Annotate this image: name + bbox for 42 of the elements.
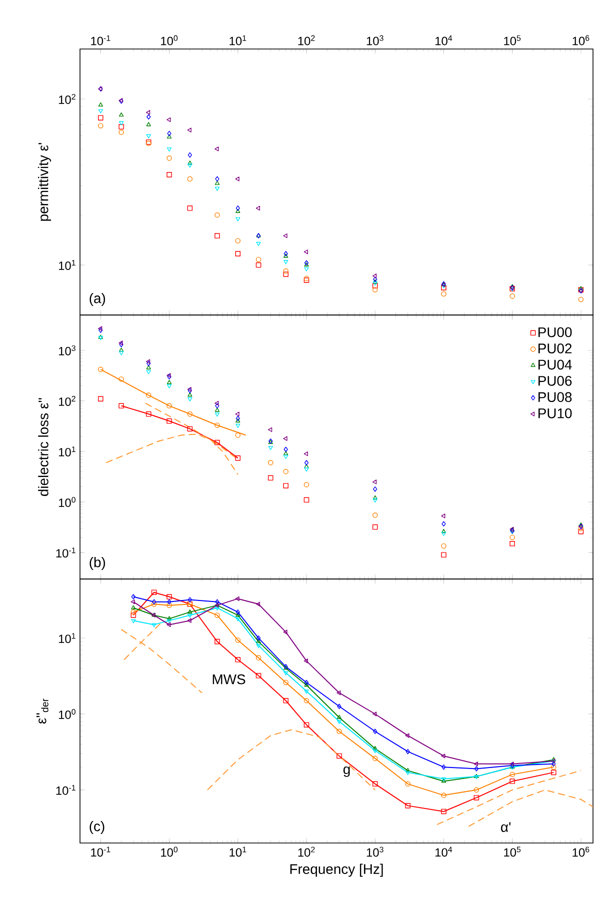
annotation: (a) <box>90 292 106 306</box>
x-tick-label: 10$^{1}$ <box>230 846 246 857</box>
x-tick-label: 10$^{-1}$ <box>91 35 110 46</box>
annotation: g <box>343 766 350 777</box>
x-tick-label: 10$^{3}$ <box>366 35 384 46</box>
y-axis-title: ε''$_{der}$ <box>36 698 48 724</box>
x-axis-title: Frequency [Hz] <box>290 864 383 877</box>
y-tick-label: 10$^{1}$ <box>58 260 76 270</box>
annotation: α' <box>501 822 510 832</box>
x-tick-label: 10$^{2}$ <box>298 846 315 857</box>
annotation: (b) <box>90 557 106 570</box>
x-tick-label: 10$^{6}$ <box>572 35 590 46</box>
y-axis-title: permittivity ε' <box>38 143 52 221</box>
x-tick-label: 10$^{6}$ <box>572 846 590 857</box>
x-tick-label: 10$^{-1}$ <box>91 846 110 857</box>
annotation: (c) <box>90 821 104 834</box>
legend-label: PU06 <box>538 376 572 386</box>
y-tick-label: 10$^{0}$ <box>58 708 76 719</box>
y-tick-label: 10$^{2}$ <box>58 94 76 104</box>
y-tick-label: 10$^{2}$ <box>58 396 76 406</box>
annotation: MWS <box>212 674 246 684</box>
y-tick-label: 10$^{1}$ <box>58 446 76 456</box>
legend-label: PU02 <box>538 344 572 354</box>
x-tick-label: 10$^{5}$ <box>504 35 521 46</box>
x-tick-label: 10$^{4}$ <box>435 35 452 46</box>
y-tick-label: 10$^{0}$ <box>58 496 76 508</box>
y-tick-label: 10$^{1}$ <box>58 633 76 644</box>
y-axis-title: dielectric loss ε'' <box>38 398 48 496</box>
x-tick-label: 10$^{3}$ <box>366 846 384 857</box>
x-tick-label: 10$^{2}$ <box>298 35 315 46</box>
x-tick-label: 10$^{0}$ <box>161 846 178 857</box>
y-tick-label: 10$^{3}$ <box>58 345 76 356</box>
x-tick-label: 10$^{1}$ <box>230 35 246 46</box>
y-tick-label: 10$^{-1}$ <box>56 548 76 558</box>
y-tick-label: 10$^{-1}$ <box>56 784 76 795</box>
legend-label: PU04 <box>538 360 572 370</box>
legend-label: PU10 <box>538 408 572 418</box>
legend-label: PU08 <box>538 392 572 402</box>
x-tick-label: 10$^{5}$ <box>504 846 521 857</box>
legend-label: PU00 <box>538 327 572 338</box>
x-tick-label: 10$^{0}$ <box>161 35 178 46</box>
x-tick-label: 10$^{4}$ <box>435 846 452 857</box>
